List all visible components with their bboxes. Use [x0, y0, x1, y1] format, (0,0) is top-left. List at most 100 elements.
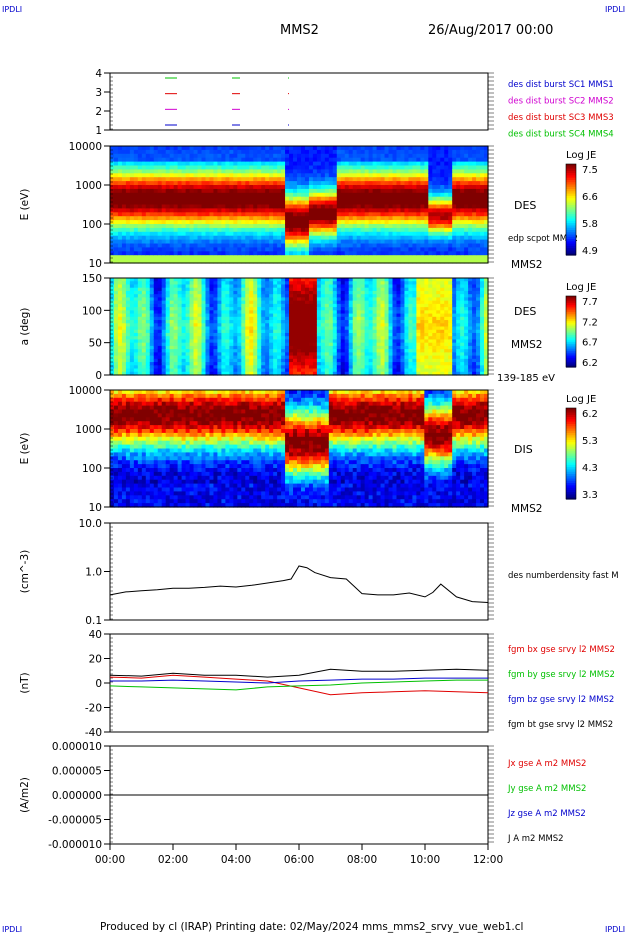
des-pitch-cell	[312, 290, 318, 295]
des-energy-cell	[229, 185, 234, 190]
des-pitch-cell	[324, 355, 330, 360]
des-pitch-cell	[165, 320, 171, 324]
des-energy-cell	[169, 157, 175, 163]
des-energy-cell	[468, 169, 473, 174]
des-energy-cell	[213, 204, 219, 209]
des-pitch-cell	[360, 345, 366, 350]
des-energy-cell	[221, 259, 226, 264]
des-energy-cell	[396, 192, 402, 198]
des-pitch-cell	[205, 320, 211, 324]
des-pitch-cell	[261, 336, 266, 341]
des-energy-cell	[340, 192, 346, 198]
des-energy-cell	[436, 212, 441, 217]
des-pitch-cell	[249, 284, 254, 289]
des-energy-cell	[193, 255, 199, 260]
des-energy-cell	[129, 259, 135, 264]
des-energy-cell	[448, 173, 453, 178]
des-energy-cell	[125, 153, 131, 159]
des-pitch-cell	[137, 326, 143, 331]
des-pitch-cell	[312, 371, 318, 376]
des-energy-cell	[452, 173, 457, 178]
des-pitch-cell	[201, 320, 207, 324]
des-energy-cell	[181, 181, 187, 186]
des-energy-cell	[452, 165, 457, 170]
des-energy-cell	[293, 153, 298, 159]
des-energy-cell	[145, 181, 151, 186]
des-pitch-cell	[129, 355, 135, 360]
des-energy-cell	[209, 169, 215, 174]
des-pitch-cell	[141, 371, 147, 376]
des-pitch-cell	[336, 284, 342, 289]
des-pitch-cell	[312, 310, 318, 315]
des-energy-cell	[468, 227, 473, 233]
des-energy-cell	[189, 220, 195, 225]
des-energy-cell	[428, 146, 433, 151]
des-energy-cell	[412, 157, 417, 163]
des-energy-cell	[133, 188, 139, 194]
des-pitch-cell	[165, 371, 171, 376]
des-energy-cell	[392, 216, 398, 221]
des-energy-cell	[316, 181, 322, 186]
des-energy-cell	[324, 153, 330, 159]
des-pitch-cell	[297, 362, 302, 366]
des-pitch-cell	[316, 313, 322, 318]
des-energy-cell	[304, 188, 310, 194]
des-pitch-cell	[121, 307, 127, 311]
des-pitch-cell	[253, 287, 258, 292]
des-pitch-cell	[273, 287, 278, 292]
des-pitch-cell	[332, 278, 338, 282]
des-pitch-cell	[320, 326, 326, 331]
des-energy-cell	[316, 247, 322, 252]
des-energy-cell	[193, 149, 199, 155]
des-energy-cell	[145, 169, 151, 174]
des-pitch-cell	[157, 329, 163, 334]
des-pitch-cell	[316, 297, 322, 302]
des-energy-cell	[448, 259, 453, 264]
des-pitch-cell	[312, 316, 318, 321]
des-pitch-cell	[189, 352, 195, 357]
des-pitch-cell	[110, 352, 115, 357]
des-energy-cell	[400, 181, 406, 186]
des-energy-cell	[428, 235, 433, 241]
des-pitch-cell	[332, 287, 338, 292]
des-energy-cell	[269, 169, 274, 174]
des-energy-cell	[117, 243, 123, 248]
des-energy-cell	[364, 188, 370, 194]
des-energy-cell	[324, 212, 330, 217]
des-pitch-cell	[209, 297, 215, 302]
des-pitch-cell	[185, 290, 191, 295]
des-energy-cell	[364, 161, 370, 167]
des-energy-cell	[185, 153, 191, 159]
des-energy-cell	[456, 177, 461, 182]
des-energy-cell	[297, 192, 302, 198]
des-energy-cell	[300, 208, 306, 213]
des-pitch-cell	[241, 362, 246, 366]
des-pitch-cell	[205, 290, 211, 295]
des-energy-cell	[129, 200, 135, 206]
des-energy-cell	[181, 243, 187, 248]
des-energy-cell	[197, 208, 203, 213]
des-energy-cell	[149, 149, 155, 155]
des-energy-cell	[392, 212, 398, 217]
des-pitch-cell	[193, 297, 199, 302]
des-pitch-cell	[237, 284, 242, 289]
des-energy-cell	[412, 146, 417, 151]
des-energy-cell	[328, 146, 334, 151]
des-pitch-cell	[189, 332, 195, 337]
des-energy-cell	[416, 165, 421, 170]
des-pitch-cell	[364, 320, 370, 324]
des-pitch-cell	[241, 345, 246, 350]
des-pitch-cell	[277, 355, 282, 360]
des-energy-cell	[253, 247, 258, 252]
des-pitch-cell	[110, 297, 115, 302]
des-energy-cell	[161, 169, 167, 174]
des-energy-cell	[249, 185, 254, 190]
des-energy-cell	[205, 251, 211, 256]
des-pitch-cell	[344, 365, 350, 370]
des-energy-cell	[125, 243, 131, 248]
des-pitch-cell	[133, 342, 139, 347]
des-energy-cell	[117, 157, 123, 163]
des-energy-cell	[312, 239, 318, 245]
des-energy-cell	[229, 169, 234, 174]
des-energy-cell	[432, 181, 437, 186]
